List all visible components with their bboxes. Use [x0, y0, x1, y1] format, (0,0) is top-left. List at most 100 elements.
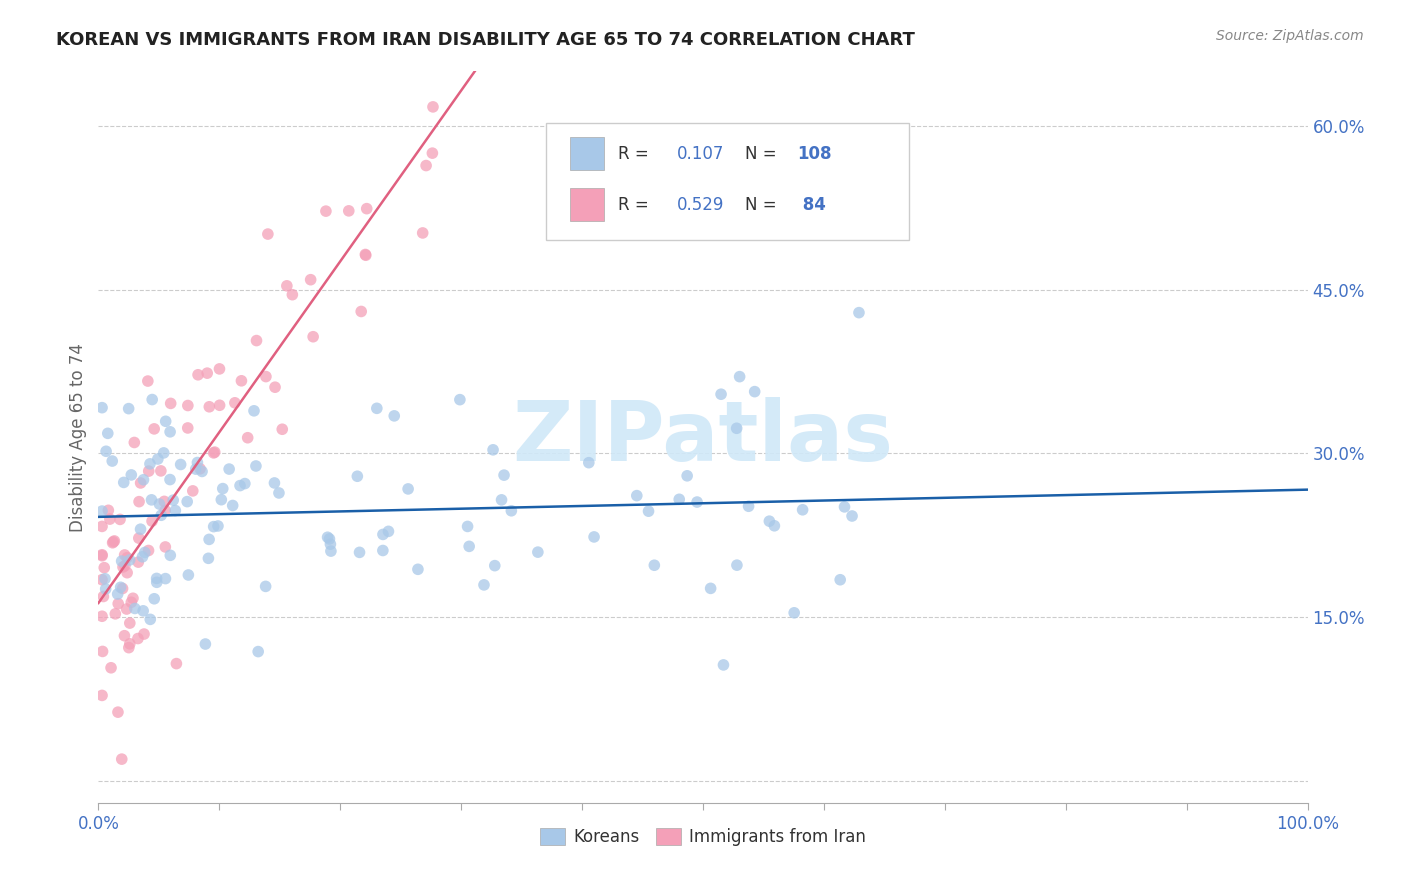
Point	[184, 462, 207, 476]
Point	[128, 531, 150, 545]
Point	[114, 548, 136, 562]
Point	[91, 504, 114, 518]
Point	[91, 644, 114, 658]
Point	[267, 486, 290, 500]
Legend: Koreans, Immigrants from Iran: Koreans, Immigrants from Iran	[533, 822, 873, 853]
Point	[107, 587, 129, 601]
Point	[319, 537, 342, 551]
Point	[143, 591, 166, 606]
Point	[177, 421, 200, 435]
Point	[676, 468, 699, 483]
Point	[148, 497, 170, 511]
Point	[337, 203, 360, 218]
Point	[318, 532, 340, 546]
Point	[111, 582, 134, 596]
Point	[382, 409, 405, 423]
Point	[115, 602, 138, 616]
Point	[236, 431, 259, 445]
Point	[202, 446, 225, 460]
Point	[218, 462, 240, 476]
Point	[792, 503, 814, 517]
Point	[111, 560, 134, 574]
Point	[281, 287, 304, 301]
Point	[350, 304, 373, 318]
Point	[299, 273, 322, 287]
Point	[758, 514, 780, 528]
Point	[115, 550, 138, 565]
Point	[501, 504, 523, 518]
Point	[103, 533, 125, 548]
Point	[122, 591, 145, 606]
Text: N =: N =	[745, 196, 782, 214]
Point	[254, 369, 277, 384]
Point	[276, 278, 298, 293]
Point	[197, 551, 219, 566]
Point	[354, 248, 377, 262]
Point	[97, 503, 120, 517]
Point	[94, 572, 117, 586]
Point	[120, 467, 142, 482]
Point	[211, 482, 233, 496]
Point	[162, 493, 184, 508]
Point	[643, 558, 665, 573]
Point	[492, 468, 515, 483]
Point	[346, 469, 368, 483]
Point	[127, 555, 149, 569]
Point	[830, 573, 852, 587]
Point	[176, 494, 198, 508]
Point	[101, 454, 124, 468]
Point	[129, 522, 152, 536]
Point	[637, 504, 659, 518]
Point	[107, 705, 129, 719]
Point	[111, 752, 134, 766]
Point	[264, 380, 287, 394]
FancyBboxPatch shape	[546, 122, 908, 240]
Point	[124, 435, 146, 450]
Point	[91, 401, 114, 415]
Text: ZIPatlas: ZIPatlas	[513, 397, 893, 477]
Point	[131, 549, 153, 564]
Point	[668, 492, 690, 507]
Point	[725, 421, 748, 435]
Point	[449, 392, 471, 407]
Point	[159, 549, 181, 563]
Point	[484, 558, 506, 573]
Point	[177, 399, 200, 413]
Text: Source: ZipAtlas.com: Source: ZipAtlas.com	[1216, 29, 1364, 43]
Point	[302, 329, 325, 343]
Point	[710, 387, 733, 401]
Point	[315, 204, 337, 219]
Point	[231, 374, 253, 388]
Point	[271, 422, 294, 436]
Point	[115, 566, 138, 580]
Point	[110, 580, 132, 594]
Point	[848, 305, 870, 319]
Point	[165, 503, 187, 517]
Point	[783, 606, 806, 620]
Point	[145, 575, 167, 590]
Point	[132, 627, 155, 641]
Point	[233, 476, 256, 491]
Point	[103, 534, 125, 549]
Point	[194, 637, 217, 651]
Point	[143, 422, 166, 436]
Text: KOREAN VS IMMIGRANTS FROM IRAN DISABILITY AGE 65 TO 74 CORRELATION CHART: KOREAN VS IMMIGRANTS FROM IRAN DISABILIT…	[56, 31, 915, 49]
Point	[108, 512, 131, 526]
Point	[354, 247, 377, 261]
Point	[626, 489, 648, 503]
Point	[224, 396, 246, 410]
Point	[204, 445, 226, 459]
Point	[243, 404, 266, 418]
Point	[94, 582, 117, 596]
Point	[159, 396, 181, 410]
Point	[112, 475, 135, 490]
Point	[141, 492, 163, 507]
Point	[472, 578, 495, 592]
Point	[583, 530, 606, 544]
Point	[245, 334, 267, 348]
Point	[138, 464, 160, 478]
Point	[377, 524, 399, 539]
Point	[366, 401, 388, 416]
Point	[153, 503, 176, 517]
Point	[527, 545, 550, 559]
